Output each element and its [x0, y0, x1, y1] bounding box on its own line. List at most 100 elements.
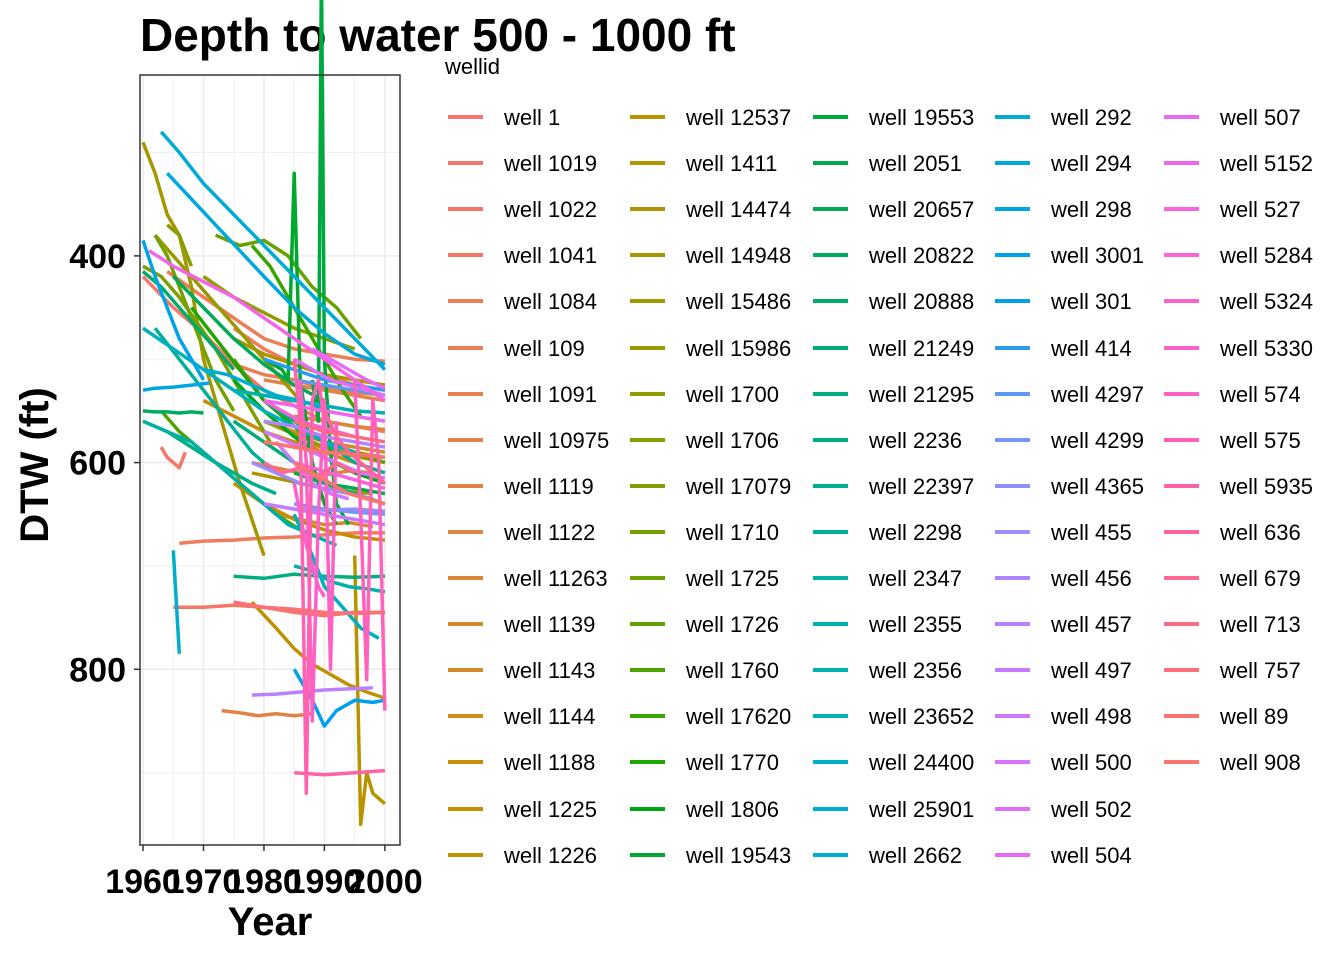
series-line-well-23652	[142, 326, 356, 454]
legend-label: well 1119	[504, 473, 594, 499]
x-tick-label: 1990	[287, 863, 363, 901]
legend-label: well 1084	[504, 289, 597, 315]
legend-key-line	[1164, 253, 1199, 258]
legend-key-line	[448, 668, 483, 673]
legend-label: well 414	[1051, 335, 1132, 361]
legend-label: well 2298	[869, 519, 962, 545]
legend-label: well 20888	[869, 289, 975, 315]
legend-label: well 2236	[869, 427, 962, 453]
legend-key-line	[630, 483, 665, 488]
legend-label: well 636	[1220, 519, 1301, 545]
legend-label: well 5935	[1220, 473, 1313, 499]
legend-key-line	[813, 668, 848, 673]
legend-label: well 1226	[504, 842, 597, 868]
legend-key-line	[448, 437, 483, 442]
legend-label: well 10975	[504, 427, 610, 453]
series-line-well-292	[159, 130, 387, 371]
series-line-well-1119	[221, 708, 313, 718]
legend-label: well 498	[1051, 704, 1132, 730]
series-line-well-2662	[203, 367, 325, 411]
y-axis-label: DTW (ft)	[13, 387, 57, 542]
legend-label: well 1710	[686, 519, 779, 545]
series-line-well-497	[263, 502, 386, 527]
legend-key-line	[995, 806, 1030, 811]
legend-label: well 301	[1051, 289, 1132, 315]
legend-key-line	[448, 161, 483, 166]
plot-border	[139, 74, 401, 846]
legend-label: well 23652	[869, 704, 975, 730]
legend-key-line	[995, 161, 1030, 166]
legend-label: well 2356	[869, 658, 962, 684]
chart-title: Depth to water 500 - 1000 ft	[140, 9, 736, 61]
legend-key-line	[448, 529, 483, 534]
legend-label: well 298	[1051, 197, 1132, 223]
legend-key-line	[1164, 391, 1199, 396]
legend-label: well 1144	[504, 704, 596, 730]
legend-label: well 294	[1051, 151, 1132, 177]
legend-key-line	[630, 852, 665, 857]
series-line-well-298	[142, 381, 210, 392]
legend-key-line	[1164, 345, 1199, 350]
legend-label: well 15486	[686, 289, 792, 315]
legend-label: well 500	[1051, 750, 1132, 776]
series-line-well-20822	[142, 409, 204, 415]
series-line-well-11263	[293, 414, 386, 432]
series-line-well-109	[166, 269, 386, 364]
legend-key-line	[813, 115, 848, 119]
legend-label: well 5284	[1220, 243, 1313, 269]
legend-key-line	[1164, 622, 1199, 627]
legend-key-line	[995, 668, 1030, 673]
legend-key-line	[630, 622, 665, 627]
legend-key-line	[995, 852, 1030, 857]
legend-label: well 1022	[504, 197, 597, 223]
legend-label: well 1225	[504, 796, 597, 822]
legend-key-line	[995, 345, 1030, 350]
legend-label: well 1	[504, 105, 561, 130]
legend-label: well 527	[1220, 197, 1301, 223]
legend-key-line	[1164, 760, 1199, 765]
legend-label: well 21249	[869, 335, 975, 361]
legend-key-line	[630, 253, 665, 258]
legend-label: well 1806	[686, 796, 779, 822]
legend-label: well 507	[1220, 105, 1301, 130]
legend-label: well 1091	[504, 381, 597, 407]
legend-key-line	[630, 668, 665, 673]
legend-label: well 1760	[686, 658, 779, 684]
legend-key-line	[995, 760, 1030, 765]
legend-key-line	[448, 714, 483, 719]
legend-label: well 20657	[869, 197, 975, 223]
x-tick-label: 1960	[105, 863, 181, 901]
legend-label: well 1700	[686, 381, 779, 407]
legend-key-line	[995, 714, 1030, 719]
legend-label: well 5330	[1220, 335, 1313, 361]
legend-key-line	[813, 529, 848, 534]
legend-key-line	[1164, 576, 1199, 580]
series-line-well-908	[293, 461, 386, 506]
legend-label: well 17620	[686, 704, 792, 730]
legend-label: well 504	[1051, 842, 1132, 868]
legend-key-line	[813, 161, 848, 166]
legend-label: well 1122	[504, 519, 596, 545]
legend-key-line	[630, 529, 665, 534]
x-axis-label: Year	[228, 900, 313, 944]
legend-label: well 575	[1220, 427, 1301, 453]
series-line-well-713	[293, 419, 386, 444]
legend-key-line	[813, 622, 848, 627]
series-line-well-5152	[148, 249, 386, 403]
legend-label: well 4299	[1051, 427, 1144, 453]
x-tick-label: 1970	[166, 863, 242, 901]
legend-key-line	[995, 115, 1030, 119]
legend-key-line	[995, 437, 1030, 442]
legend-label: well 89	[1220, 704, 1289, 730]
legend-key-line	[448, 299, 483, 304]
legend-key-line	[448, 806, 483, 811]
legend-key-line	[813, 253, 848, 258]
legend-key-line	[630, 806, 665, 811]
series-line-well-19543	[263, 171, 339, 526]
series-line-well-1019	[159, 446, 187, 470]
legend-key-line	[630, 345, 665, 350]
legend-key-line	[448, 622, 483, 627]
legend-label: well 19543	[686, 842, 792, 868]
legend-label: well 574	[1220, 381, 1301, 407]
